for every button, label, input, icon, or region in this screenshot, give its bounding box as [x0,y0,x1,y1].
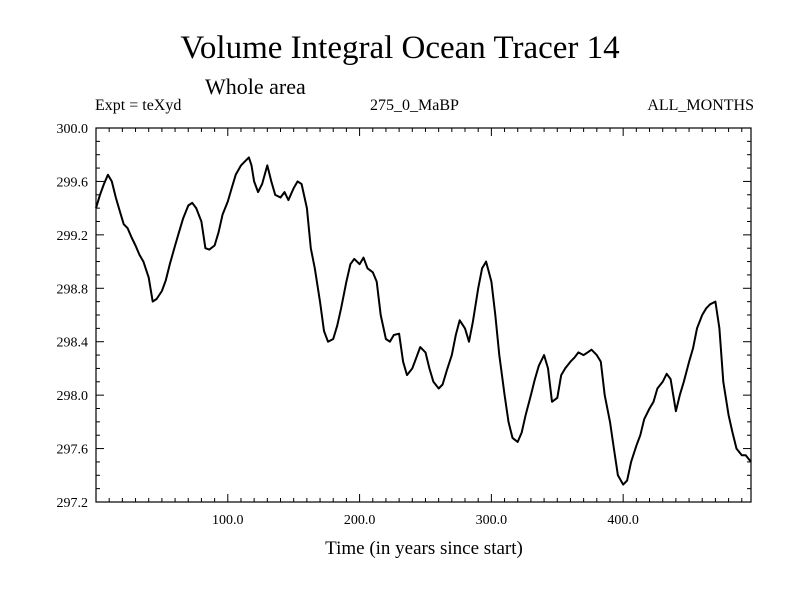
y-tick-label: 298.4 [57,336,89,351]
y-tick-label: 297.6 [57,443,89,458]
x-axis-label: Time (in years since start) [325,538,523,559]
y-tick-label: 299.2 [57,229,89,244]
x-tick-label: 200.0 [344,513,376,528]
y-tick-label: 298.8 [57,282,89,297]
x-tick-label: 100.0 [212,513,244,528]
y-tick-label: 297.2 [57,496,89,511]
chart-subtitle: Whole area [205,74,306,99]
y-tick-label: 298.0 [57,389,89,404]
x-tick-label: 400.0 [607,513,639,528]
y-tick-label: 300.0 [57,122,89,137]
series-line [95,156,752,486]
x-tick-label: 300.0 [476,513,508,528]
axis-ticks [96,128,751,502]
axis-tick-labels: 100.0 200.0 300.0 400.0 297.2 297.6 298.0 298.4… [57,122,639,528]
y-tick-label: 299.6 [57,175,89,190]
plot-frame [95,127,752,503]
period-label: 275_0_MaBP [370,97,459,114]
chart-title: Volume Integral Ocean Tracer 14 [180,30,620,66]
experiment-label: Expt = teXyd [95,97,182,114]
months-label: ALL_MONTHS [647,97,754,114]
